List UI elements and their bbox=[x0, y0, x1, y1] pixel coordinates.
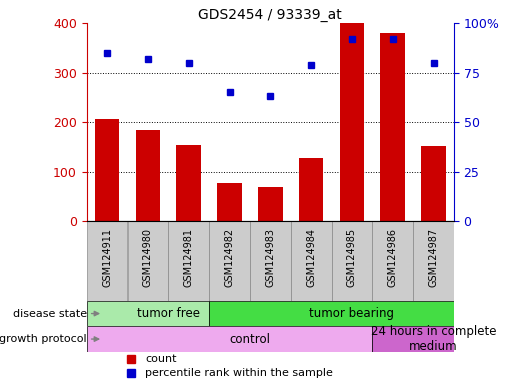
Bar bbox=[380, 33, 404, 222]
Bar bbox=[290, 222, 331, 301]
Bar bbox=[209, 301, 453, 326]
Bar bbox=[87, 222, 127, 301]
Text: 24 hours in complete
medium: 24 hours in complete medium bbox=[370, 325, 495, 353]
Bar bbox=[87, 301, 209, 326]
Text: GSM124983: GSM124983 bbox=[265, 228, 275, 287]
Text: GSM124981: GSM124981 bbox=[183, 228, 193, 287]
Bar bbox=[135, 130, 160, 222]
Text: tumor free: tumor free bbox=[136, 307, 200, 320]
Text: GSM124984: GSM124984 bbox=[305, 228, 316, 287]
Bar bbox=[331, 222, 372, 301]
Bar bbox=[176, 144, 201, 222]
Bar bbox=[298, 159, 323, 222]
Text: growth protocol: growth protocol bbox=[0, 334, 87, 344]
Text: tumor bearing: tumor bearing bbox=[309, 307, 393, 320]
Bar bbox=[339, 23, 363, 222]
Bar bbox=[420, 146, 445, 222]
Text: percentile rank within the sample: percentile rank within the sample bbox=[145, 368, 333, 378]
Bar bbox=[258, 187, 282, 222]
Bar bbox=[209, 222, 249, 301]
Bar bbox=[127, 222, 168, 301]
Bar bbox=[249, 222, 290, 301]
Bar bbox=[95, 119, 119, 222]
Bar bbox=[372, 326, 453, 352]
Text: disease state: disease state bbox=[13, 309, 87, 319]
Title: GDS2454 / 93339_at: GDS2454 / 93339_at bbox=[198, 8, 342, 22]
Text: GSM124986: GSM124986 bbox=[387, 228, 397, 287]
Text: GSM124980: GSM124980 bbox=[143, 228, 153, 287]
Bar bbox=[87, 326, 372, 352]
Bar bbox=[372, 222, 412, 301]
Bar bbox=[168, 222, 209, 301]
Text: GSM124987: GSM124987 bbox=[428, 228, 438, 287]
Text: GSM124982: GSM124982 bbox=[224, 228, 234, 287]
Bar bbox=[412, 222, 453, 301]
Text: control: control bbox=[229, 333, 270, 346]
Bar bbox=[217, 183, 241, 222]
Text: GSM124911: GSM124911 bbox=[102, 228, 112, 287]
Text: count: count bbox=[145, 354, 177, 364]
Text: GSM124985: GSM124985 bbox=[346, 228, 356, 287]
